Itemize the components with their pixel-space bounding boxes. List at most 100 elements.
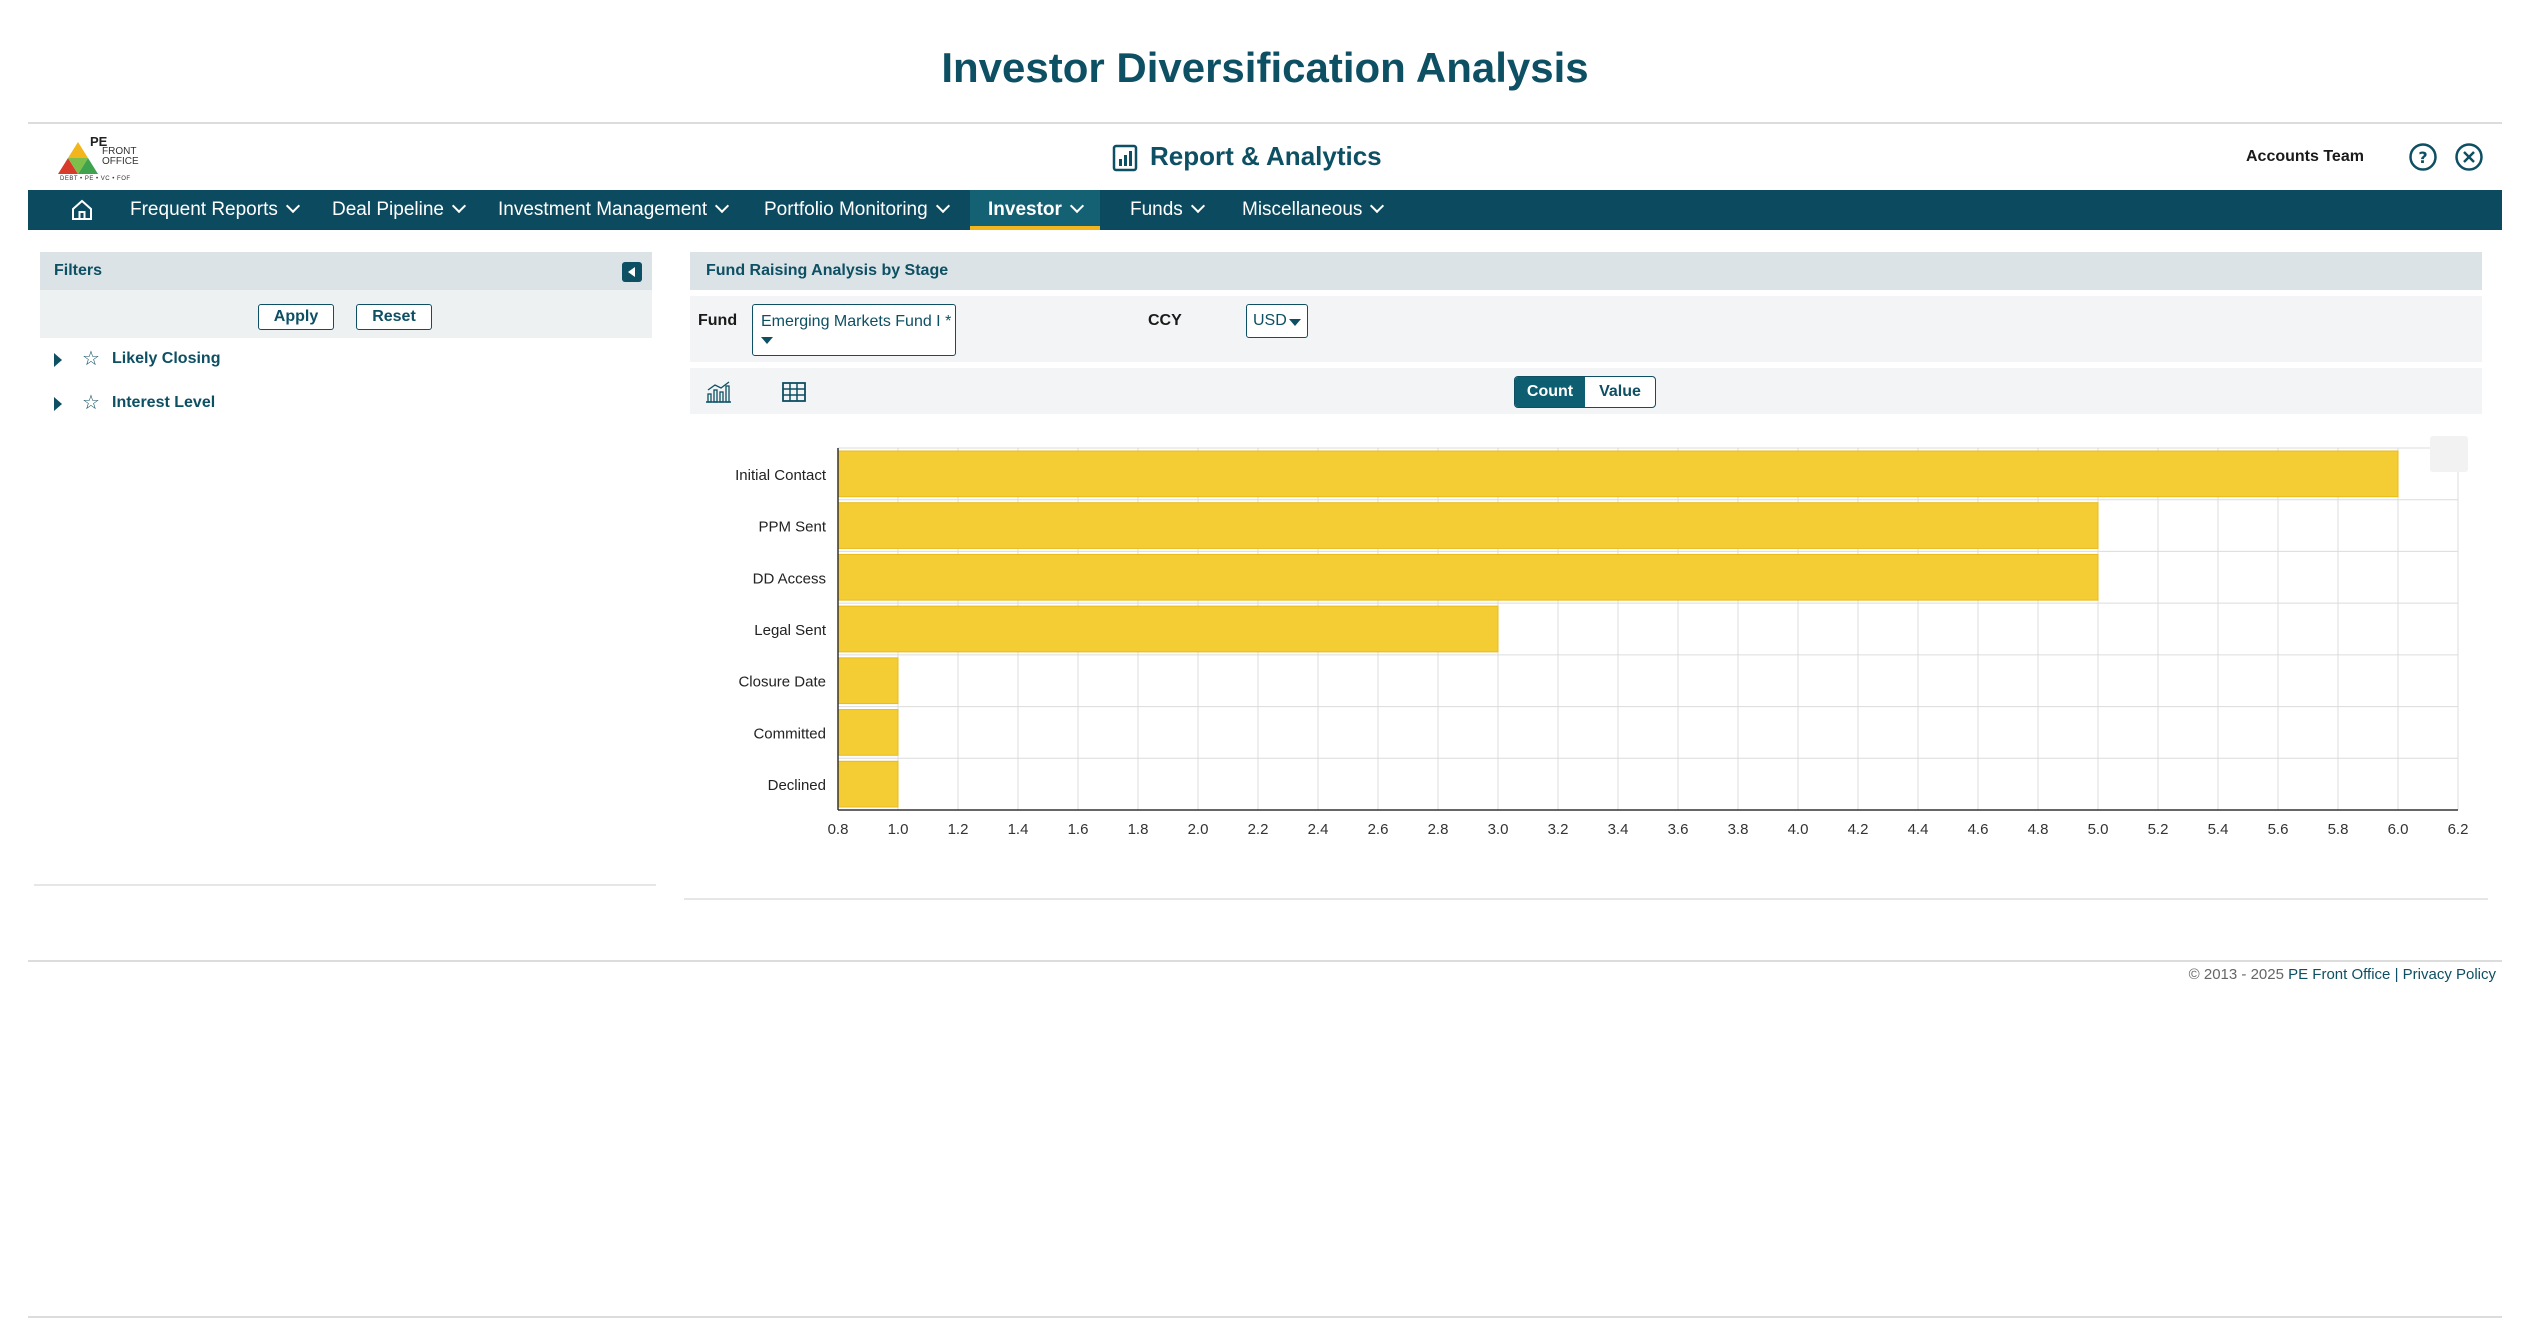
- filter-likely-closing[interactable]: ☆ Likely Closing: [40, 338, 652, 382]
- star-icon[interactable]: ☆: [82, 392, 100, 414]
- x-tick-label: 4.2: [1848, 821, 1869, 838]
- chevron-down-icon: [285, 198, 300, 214]
- selector-row: Fund Emerging Markets Fund I * CCY USD: [690, 296, 2482, 362]
- privacy-policy-link[interactable]: Privacy Policy: [2402, 966, 2496, 983]
- bar: [837, 709, 899, 756]
- chart-menu-button[interactable]: [2430, 436, 2468, 472]
- x-tick-label: 1.0: [888, 821, 909, 838]
- analysis-header: Fund Raising Analysis by Stage: [690, 252, 2482, 290]
- caret-down-icon: [1289, 319, 1301, 326]
- x-tick-label: 5.2: [2148, 821, 2169, 838]
- divider: [28, 122, 2502, 124]
- chevron-down-icon: [1069, 198, 1084, 214]
- collapse-panel-icon[interactable]: [622, 262, 642, 282]
- reset-button[interactable]: Reset: [356, 304, 432, 330]
- x-tick-label: 3.4: [1608, 821, 1629, 838]
- analysis-title: Fund Raising Analysis by Stage: [706, 262, 949, 279]
- ccy-label: CCY: [1148, 312, 1182, 329]
- x-tick-label: 2.6: [1368, 821, 1389, 838]
- bar: [837, 502, 2099, 549]
- ccy-select[interactable]: USD: [1246, 304, 1308, 338]
- logo-text: PE: [90, 134, 108, 149]
- stage-bar-chart: 0.8 1.0 1.2 1.4 1.6 1.8 2.0 2.2 2.4 2.6 2.8 3.0 3.2 3…: [690, 426, 2482, 846]
- nav-frequent-reports[interactable]: Frequent Reports: [130, 190, 300, 230]
- fund-label: Fund: [698, 312, 738, 329]
- app-title: Report & Analytics: [1150, 141, 1382, 171]
- report-icon: [1112, 144, 1138, 172]
- view-toolbar: Count Value: [690, 368, 2482, 414]
- filter-actions: Apply Reset: [40, 290, 652, 338]
- category-label: DD Access: [753, 570, 826, 587]
- app-header: PE FRONT OFFICE DEBT • PE • VC • FOF Rep…: [28, 126, 2502, 190]
- category-label: Legal Sent: [754, 622, 827, 639]
- count-toggle-button[interactable]: Count: [1515, 377, 1585, 407]
- x-tick-label: 1.8: [1128, 821, 1149, 838]
- filter-label: Likely Closing: [112, 350, 221, 367]
- expand-caret-icon[interactable]: [54, 397, 62, 411]
- x-tick-label: 5.0: [2088, 821, 2109, 838]
- nav-investment-management[interactable]: Investment Management: [498, 190, 730, 230]
- x-tick-label: 5.8: [2328, 821, 2349, 838]
- user-name[interactable]: Accounts Team: [2246, 148, 2364, 165]
- page-title: Investor Diversification Analysis: [941, 44, 1589, 91]
- logo-tagline: DEBT • PE • VC • FOF: [60, 176, 131, 182]
- filter-label: Interest Level: [112, 394, 216, 411]
- x-tick-label: 4.6: [1968, 821, 1989, 838]
- x-tick-label: 0.8: [828, 821, 849, 838]
- bar: [837, 605, 1499, 653]
- x-tick-label: 1.6: [1068, 821, 1089, 838]
- x-tick-label: 2.4: [1308, 821, 1329, 838]
- fund-select[interactable]: Emerging Markets Fund I *: [752, 304, 956, 356]
- chart-svg: 0.8 1.0 1.2 1.4 1.6 1.8 2.0 2.2 2.4 2.6 2.8 3.0 3.2 3…: [735, 436, 2469, 838]
- category-label: PPM Sent: [758, 519, 826, 536]
- category-label: Initial Contact: [735, 467, 827, 484]
- logo-mark-icon: [58, 142, 98, 174]
- chevron-down-icon: [451, 198, 467, 214]
- nav-deal-pipeline[interactable]: Deal Pipeline: [332, 190, 467, 230]
- bar: [837, 553, 2099, 601]
- bar: [837, 657, 899, 705]
- divider: [34, 884, 656, 886]
- bar: [837, 760, 899, 808]
- caret-down-icon: [761, 337, 773, 344]
- company-logo[interactable]: PE FRONT OFFICE DEBT • PE • VC • FOF: [58, 134, 148, 182]
- nav-miscellaneous[interactable]: Miscellaneous: [1242, 190, 1385, 230]
- footer: © 2013 - 2025 PE Front Office | Privacy …: [2189, 966, 2496, 983]
- x-tick-label: 4.4: [1908, 821, 1929, 838]
- nav-portfolio-monitoring[interactable]: Portfolio Monitoring: [764, 190, 950, 230]
- category-label: Declined: [768, 777, 826, 794]
- x-tick-label: 1.4: [1008, 821, 1029, 838]
- star-icon[interactable]: ☆: [82, 348, 100, 370]
- nav-funds[interactable]: Funds: [1130, 190, 1205, 230]
- ccy-value: USD: [1253, 312, 1287, 329]
- x-tick-label: 2.0: [1188, 821, 1209, 838]
- category-label: Closure Date: [738, 674, 826, 691]
- x-tick-label: 2.8: [1428, 821, 1449, 838]
- filter-interest-level[interactable]: ☆ Interest Level: [40, 382, 652, 426]
- nav-investor[interactable]: Investor: [970, 190, 1100, 230]
- x-tick-label: 4.8: [2028, 821, 2049, 838]
- x-tick-label: 2.2: [1248, 821, 1269, 838]
- company-link[interactable]: PE Front Office: [2288, 966, 2391, 983]
- divider: [28, 960, 2502, 962]
- chart-view-icon[interactable]: [704, 380, 732, 404]
- table-view-icon[interactable]: [780, 380, 808, 404]
- value-toggle-button[interactable]: Value: [1599, 383, 1641, 400]
- copyright-text: © 2013 - 2025: [2188, 966, 2284, 983]
- x-tick-label: 3.0: [1488, 821, 1509, 838]
- x-tick-label: 6.2: [2448, 821, 2469, 838]
- x-tick-label: 6.0: [2388, 821, 2409, 838]
- main-nav: Frequent Reports Deal Pipeline Investmen…: [28, 190, 2502, 230]
- apply-button[interactable]: Apply: [258, 304, 334, 330]
- filters-panel: Filters Apply Reset ☆ Likely Closing ☆ I…: [40, 252, 652, 426]
- home-icon[interactable]: [70, 199, 94, 221]
- chevron-down-icon: [715, 198, 730, 214]
- expand-caret-icon[interactable]: [54, 353, 62, 367]
- x-tick-label: 5.4: [2208, 821, 2229, 838]
- x-tick-label: 4.0: [1788, 821, 1809, 838]
- close-icon[interactable]: [2454, 142, 2484, 172]
- help-icon[interactable]: ?: [2408, 142, 2438, 172]
- svg-text:?: ?: [2418, 148, 2427, 167]
- count-value-toggle: Count Value: [1514, 376, 1656, 408]
- divider: [28, 1316, 2502, 1318]
